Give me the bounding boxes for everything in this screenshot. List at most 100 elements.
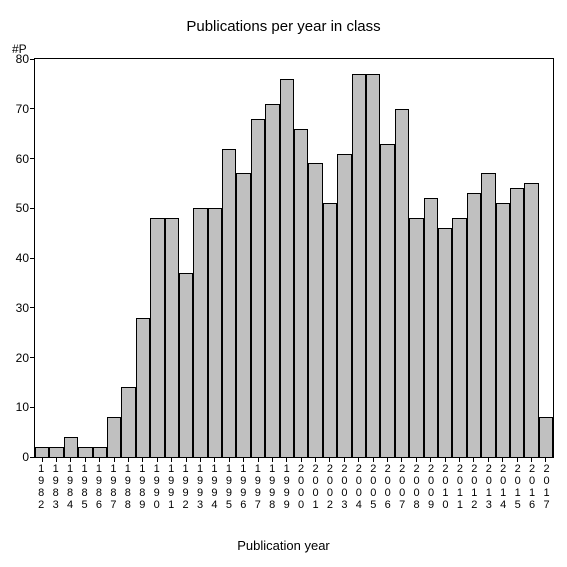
x-tick-label: 2007 <box>395 459 409 511</box>
x-tick-label: 2005 <box>366 459 380 511</box>
x-tick-label: 2000 <box>294 459 308 511</box>
bar <box>208 208 222 457</box>
x-tick-label: 1993 <box>193 459 207 511</box>
bar <box>380 144 394 457</box>
x-tick-label: 1994 <box>207 459 221 511</box>
x-tick-label: 1987 <box>106 459 120 511</box>
bar-slot <box>424 59 438 457</box>
bar <box>121 387 135 457</box>
x-tick-label: 1997 <box>251 459 265 511</box>
bar-slot <box>323 59 337 457</box>
bar-slot <box>337 59 351 457</box>
bar <box>78 447 92 457</box>
bar-slot <box>352 59 366 457</box>
bar-slot <box>165 59 179 457</box>
plot-area: 01020304050607080 <box>34 58 554 458</box>
bar-slot <box>64 59 78 457</box>
bar-slot <box>136 59 150 457</box>
bar <box>236 173 250 457</box>
bar-slot <box>265 59 279 457</box>
bar-slot <box>35 59 49 457</box>
x-tick-label: 2002 <box>323 459 337 511</box>
x-tick-label: 2003 <box>337 459 351 511</box>
bar-slot <box>467 59 481 457</box>
bar <box>49 447 63 457</box>
bar-slot <box>179 59 193 457</box>
y-tick-mark <box>30 457 35 458</box>
x-tick-label: 1998 <box>265 459 279 511</box>
bar <box>524 183 538 457</box>
bar-slot <box>107 59 121 457</box>
bar <box>35 447 49 457</box>
bar-slot <box>452 59 466 457</box>
x-tick-label: 1988 <box>121 459 135 511</box>
bar-slot <box>78 59 92 457</box>
bar <box>323 203 337 457</box>
bar-slot <box>438 59 452 457</box>
bar <box>539 417 553 457</box>
bar-slot <box>409 59 423 457</box>
y-tick-mark <box>30 407 35 408</box>
bar <box>294 129 308 457</box>
x-tick-label: 2010 <box>438 459 452 511</box>
bar <box>481 173 495 457</box>
y-tick-mark <box>30 258 35 259</box>
chart-title: Publications per year in class <box>0 18 567 35</box>
bar-slot <box>222 59 236 457</box>
bar-slot <box>481 59 495 457</box>
x-tick-label: 1985 <box>77 459 91 511</box>
x-tick-label: 2013 <box>482 459 496 511</box>
x-tick-label: 1999 <box>279 459 293 511</box>
bar <box>251 119 265 457</box>
x-axis-label: Publication year <box>0 538 567 553</box>
bar <box>107 417 121 457</box>
bar <box>136 318 150 457</box>
x-tick-label: 2012 <box>467 459 481 511</box>
bar-slot <box>524 59 538 457</box>
bar-slot <box>150 59 164 457</box>
bar <box>424 198 438 457</box>
bar <box>337 154 351 457</box>
bar-slot <box>236 59 250 457</box>
x-tick-label: 2017 <box>539 459 553 511</box>
x-tick-label: 1991 <box>164 459 178 511</box>
bar-slot <box>366 59 380 457</box>
x-tick-label: 1992 <box>178 459 192 511</box>
bar-slot <box>510 59 524 457</box>
x-tick-label: 2016 <box>525 459 539 511</box>
bar-slot <box>496 59 510 457</box>
bar-slot <box>539 59 553 457</box>
bar-slot <box>251 59 265 457</box>
bar-slot <box>395 59 409 457</box>
y-tick-mark <box>30 208 35 209</box>
bar <box>409 218 423 457</box>
x-tick-label: 1989 <box>135 459 149 511</box>
bar <box>352 74 366 457</box>
bar <box>64 437 78 457</box>
bar-slot <box>121 59 135 457</box>
bars-group <box>35 59 553 457</box>
bar <box>150 218 164 457</box>
y-tick-mark <box>30 59 35 60</box>
bar <box>510 188 524 457</box>
bar-slot <box>380 59 394 457</box>
x-tick-label: 1984 <box>63 459 77 511</box>
bar-slot <box>208 59 222 457</box>
bar-slot <box>93 59 107 457</box>
x-tick-label: 2006 <box>381 459 395 511</box>
x-tick-label: 1995 <box>222 459 236 511</box>
x-tick-label: 2004 <box>352 459 366 511</box>
x-tick-label: 2009 <box>424 459 438 511</box>
x-tick-label: 2015 <box>510 459 524 511</box>
bar <box>222 149 236 457</box>
bar-slot <box>193 59 207 457</box>
bar <box>265 104 279 457</box>
bar <box>467 193 481 457</box>
bar-slot <box>280 59 294 457</box>
y-tick-mark <box>30 158 35 159</box>
bar <box>366 74 380 457</box>
bar <box>308 163 322 457</box>
x-tick-label: 1986 <box>92 459 106 511</box>
bar <box>193 208 207 457</box>
x-tick-labels: 1982198319841985198619871988198919901991… <box>34 459 554 511</box>
